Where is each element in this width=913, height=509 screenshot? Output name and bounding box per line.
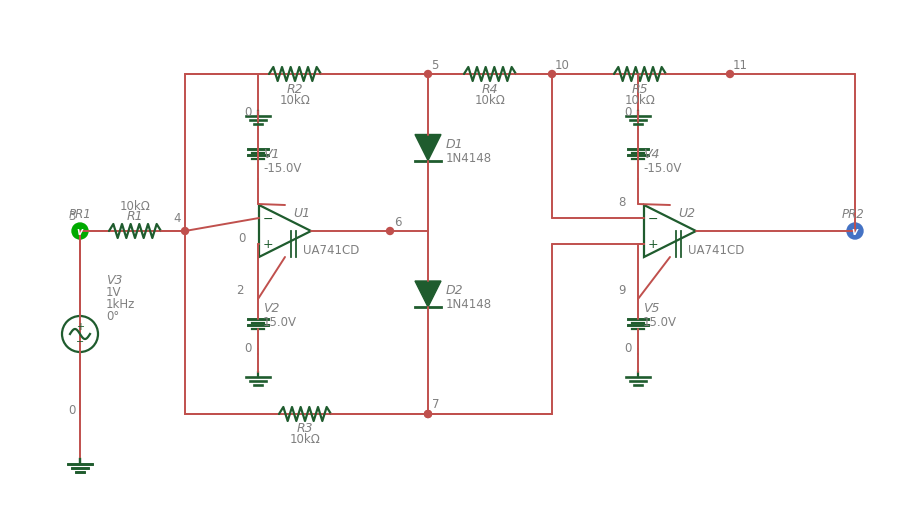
Text: −: −	[647, 212, 658, 225]
Circle shape	[182, 228, 188, 235]
Circle shape	[386, 228, 394, 235]
Text: 1kHz: 1kHz	[106, 297, 135, 310]
Text: 5: 5	[431, 59, 438, 71]
Text: 1N4148: 1N4148	[446, 152, 492, 165]
Text: v: v	[852, 227, 858, 237]
Text: 0°: 0°	[106, 309, 120, 322]
Text: 10kΩ: 10kΩ	[475, 93, 506, 106]
Text: 8: 8	[618, 195, 625, 208]
Text: R5: R5	[632, 82, 648, 95]
Circle shape	[425, 71, 432, 78]
Text: UA741CD: UA741CD	[687, 243, 744, 256]
Text: 11: 11	[733, 59, 748, 71]
Text: 7: 7	[432, 398, 439, 411]
Polygon shape	[415, 281, 441, 307]
Text: +: +	[263, 238, 273, 251]
Text: D1: D1	[446, 138, 464, 151]
Text: 9: 9	[618, 283, 625, 296]
Text: -15.0V: -15.0V	[643, 161, 681, 174]
Text: R1: R1	[127, 210, 143, 223]
Circle shape	[549, 71, 555, 78]
Text: UA741CD: UA741CD	[302, 243, 359, 256]
Text: R3: R3	[297, 421, 313, 435]
Text: R4: R4	[482, 82, 498, 95]
Text: 15.0V: 15.0V	[263, 315, 297, 328]
Circle shape	[425, 411, 432, 418]
Text: 10kΩ: 10kΩ	[120, 199, 151, 212]
Text: 10: 10	[555, 59, 570, 71]
Text: 3: 3	[68, 210, 76, 223]
Text: PR2: PR2	[842, 207, 865, 220]
Text: U1: U1	[293, 207, 310, 220]
Text: D2: D2	[446, 284, 464, 297]
Text: 2: 2	[236, 283, 244, 296]
Circle shape	[847, 223, 863, 240]
Text: 0: 0	[624, 105, 632, 118]
Text: 0: 0	[624, 342, 632, 355]
Text: V1: V1	[263, 148, 279, 161]
Text: PR1: PR1	[68, 207, 91, 220]
Text: U2: U2	[678, 207, 695, 220]
Text: V2: V2	[263, 301, 279, 314]
Text: 0: 0	[68, 403, 76, 416]
Circle shape	[72, 223, 88, 240]
Text: 1V: 1V	[106, 285, 121, 298]
Text: 10kΩ: 10kΩ	[624, 93, 656, 106]
Text: 0: 0	[238, 232, 246, 245]
Text: v: v	[77, 227, 83, 237]
Text: V4: V4	[643, 148, 659, 161]
Text: 1N4148: 1N4148	[446, 298, 492, 311]
Text: 10kΩ: 10kΩ	[289, 433, 320, 445]
Text: R2: R2	[287, 82, 303, 95]
Circle shape	[425, 411, 432, 418]
Text: V3: V3	[106, 273, 122, 286]
Polygon shape	[415, 135, 441, 161]
Text: 15.0V: 15.0V	[643, 315, 677, 328]
Text: 0: 0	[245, 105, 252, 118]
Text: −: −	[263, 212, 273, 225]
Text: -15.0V: -15.0V	[263, 161, 301, 174]
Text: 0: 0	[245, 342, 252, 355]
Text: 6: 6	[394, 215, 402, 228]
Text: 4: 4	[173, 212, 181, 225]
Text: −: −	[76, 336, 84, 346]
Circle shape	[727, 71, 733, 78]
Text: V5: V5	[643, 301, 659, 314]
Text: +: +	[76, 321, 84, 331]
Text: 10kΩ: 10kΩ	[279, 93, 310, 106]
Text: +: +	[647, 238, 658, 251]
